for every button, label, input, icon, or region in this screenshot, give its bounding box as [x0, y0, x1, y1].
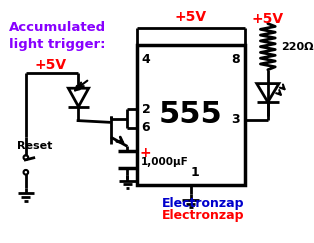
Bar [137, 45, 245, 185]
Text: +5V: +5V [252, 12, 284, 26]
Text: 3: 3 [231, 113, 240, 126]
Text: Electronzap: Electronzap [162, 209, 244, 222]
Text: 8: 8 [231, 53, 240, 66]
Text: 4: 4 [142, 53, 150, 66]
Text: 1: 1 [191, 166, 200, 179]
Text: 6: 6 [142, 122, 150, 134]
Text: Reset: Reset [17, 141, 52, 151]
Text: 2: 2 [142, 103, 150, 116]
Text: 1,000µF: 1,000µF [141, 157, 189, 167]
Text: +5V: +5V [175, 10, 207, 24]
Text: +: + [139, 146, 151, 160]
Text: 220Ω: 220Ω [281, 42, 313, 52]
Text: 555: 555 [159, 101, 223, 130]
Text: +5V: +5V [35, 58, 67, 72]
Text: Electronzap: Electronzap [162, 197, 244, 210]
Text: Accumulated
light trigger:: Accumulated light trigger: [9, 21, 106, 51]
